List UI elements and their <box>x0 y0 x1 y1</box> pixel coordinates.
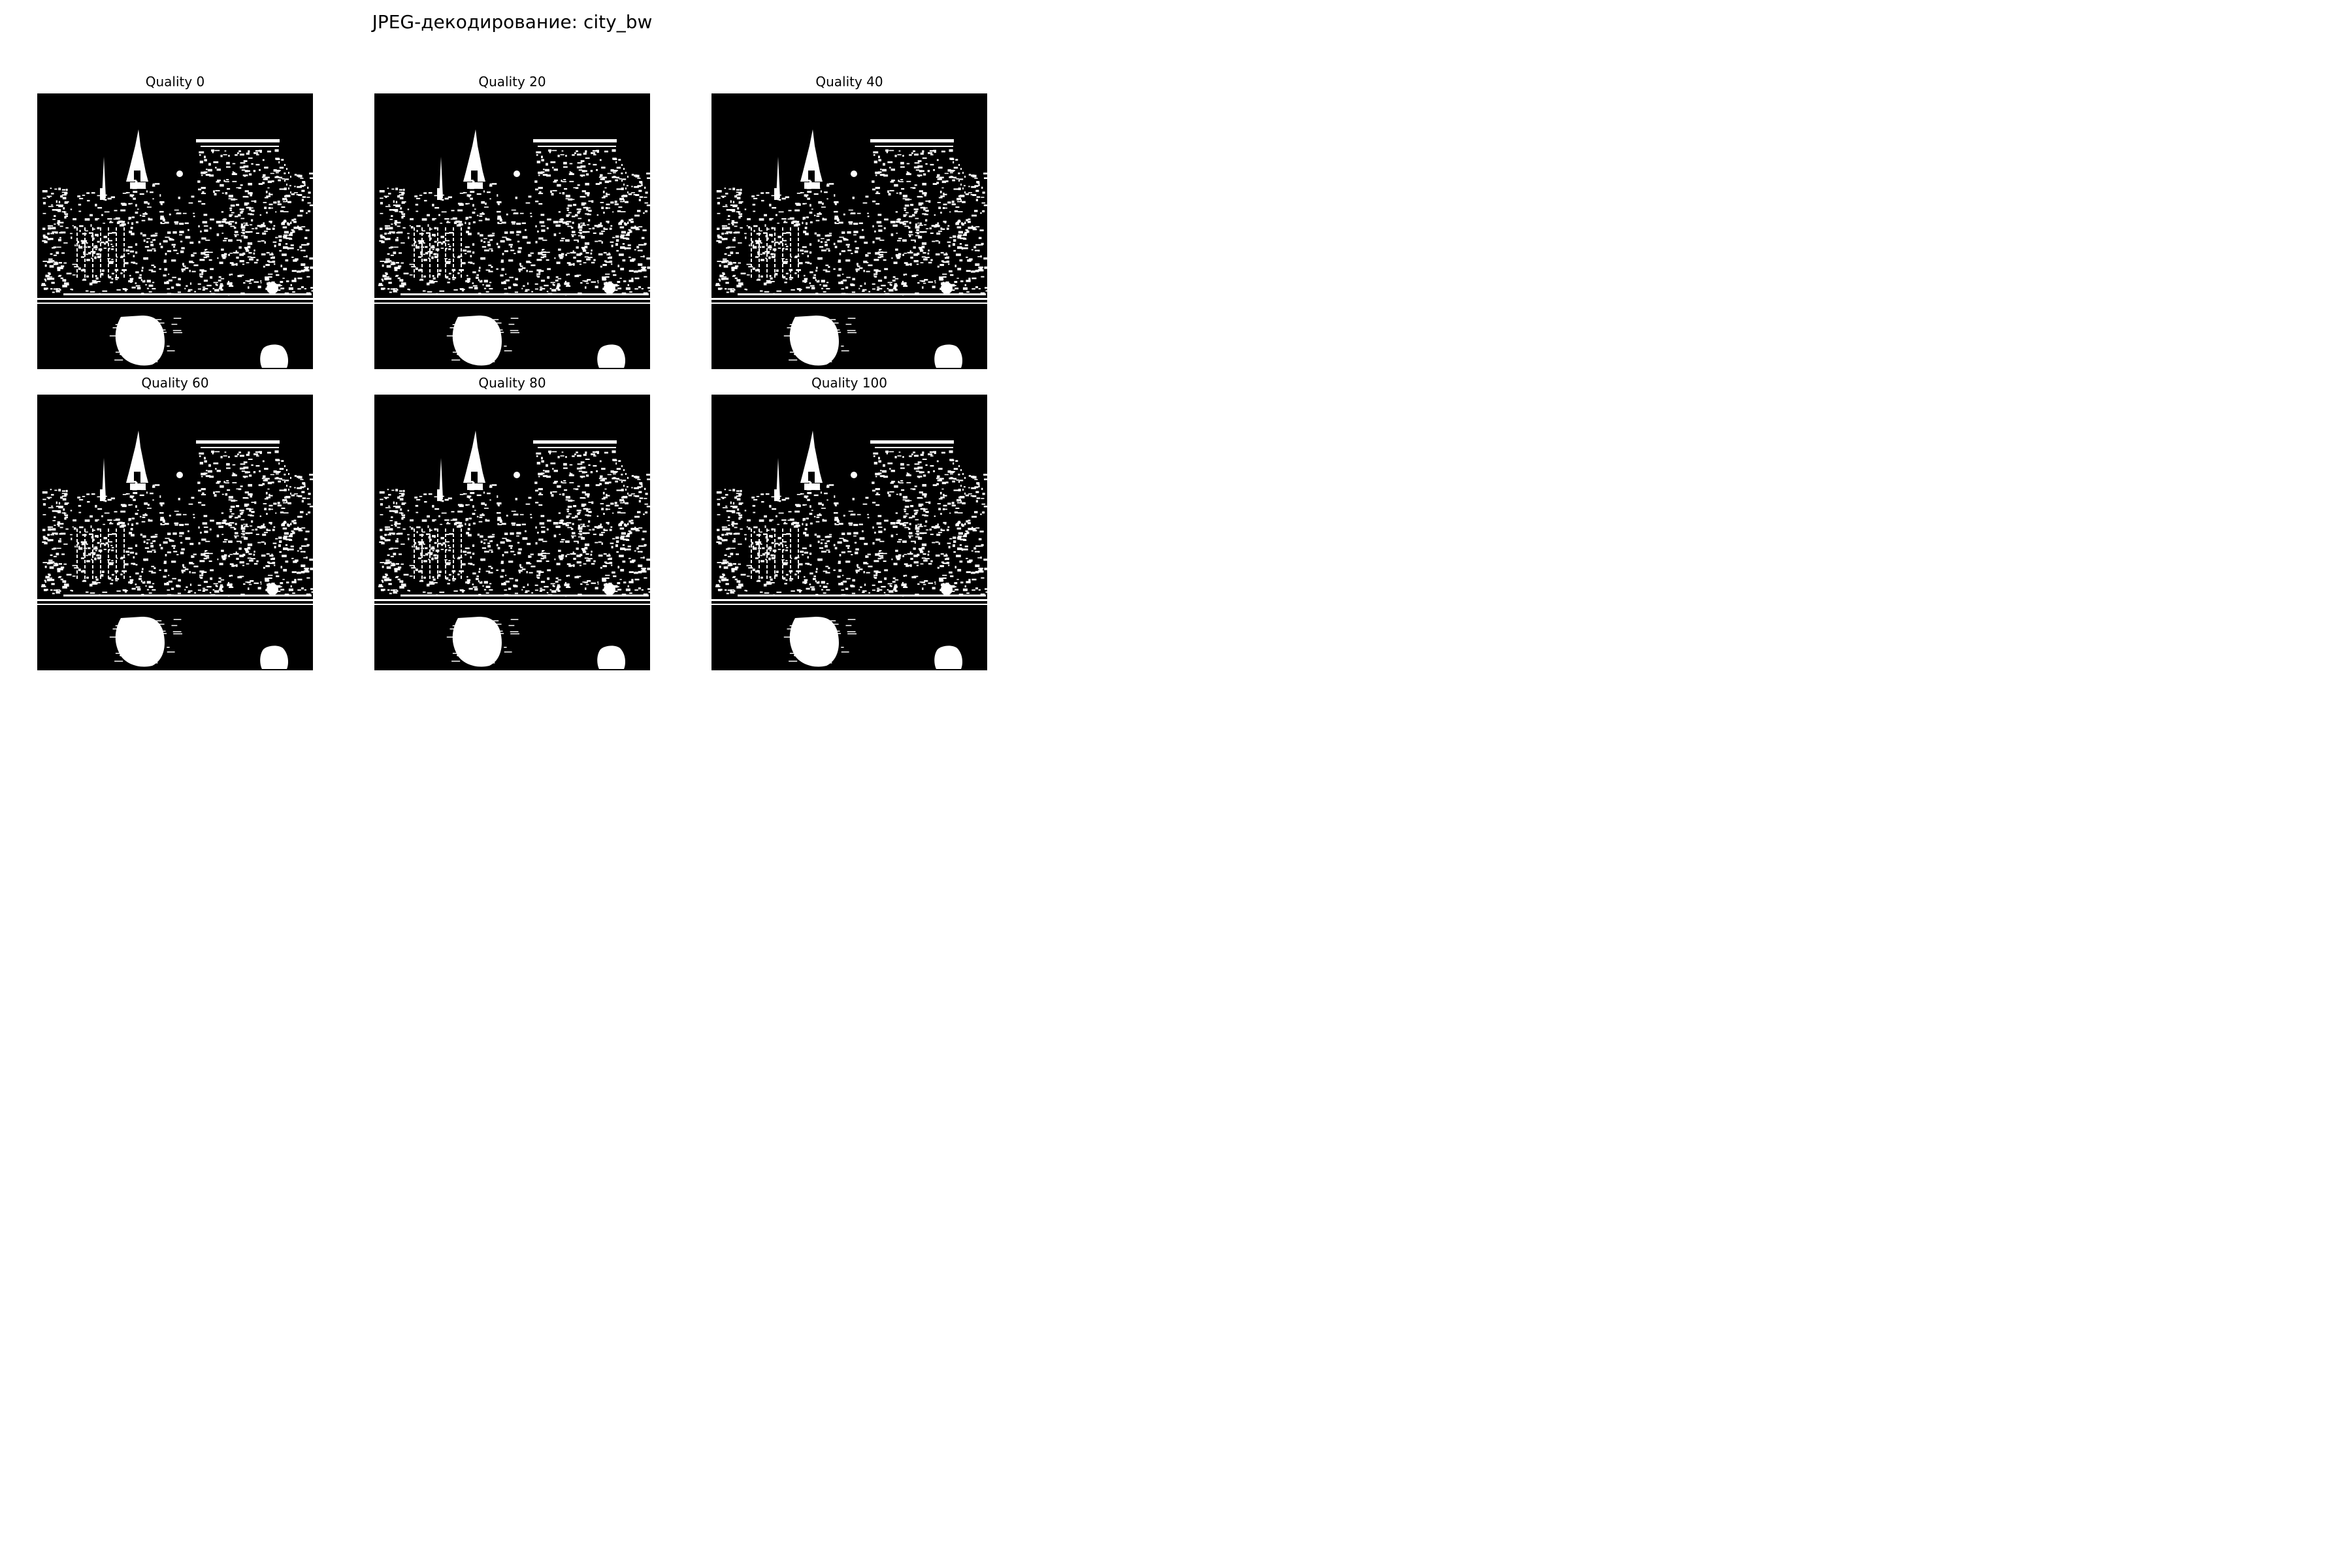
figure-title: JPEG-декодирование: city_bw <box>372 11 653 33</box>
city-image <box>37 129 313 368</box>
panel-title-quality-80: Quality 80 <box>478 375 546 391</box>
city-image <box>374 129 650 368</box>
city-image <box>37 431 313 669</box>
panel-image-quality-0 <box>37 93 313 369</box>
city-image <box>711 431 987 669</box>
panel-image-quality-100 <box>711 395 987 670</box>
panel-image-quality-80 <box>374 395 650 670</box>
panel-title-quality-20: Quality 20 <box>478 74 546 90</box>
panel-title-quality-0: Quality 0 <box>145 74 205 90</box>
panel-title-quality-100: Quality 100 <box>811 375 887 391</box>
panel-title-quality-40: Quality 40 <box>815 74 883 90</box>
panel-image-quality-40 <box>711 93 987 369</box>
panel-title-quality-60: Quality 60 <box>141 375 209 391</box>
city-image <box>711 129 987 368</box>
panel-image-quality-20 <box>374 93 650 369</box>
panel-image-quality-60 <box>37 395 313 670</box>
city-image <box>374 431 650 669</box>
